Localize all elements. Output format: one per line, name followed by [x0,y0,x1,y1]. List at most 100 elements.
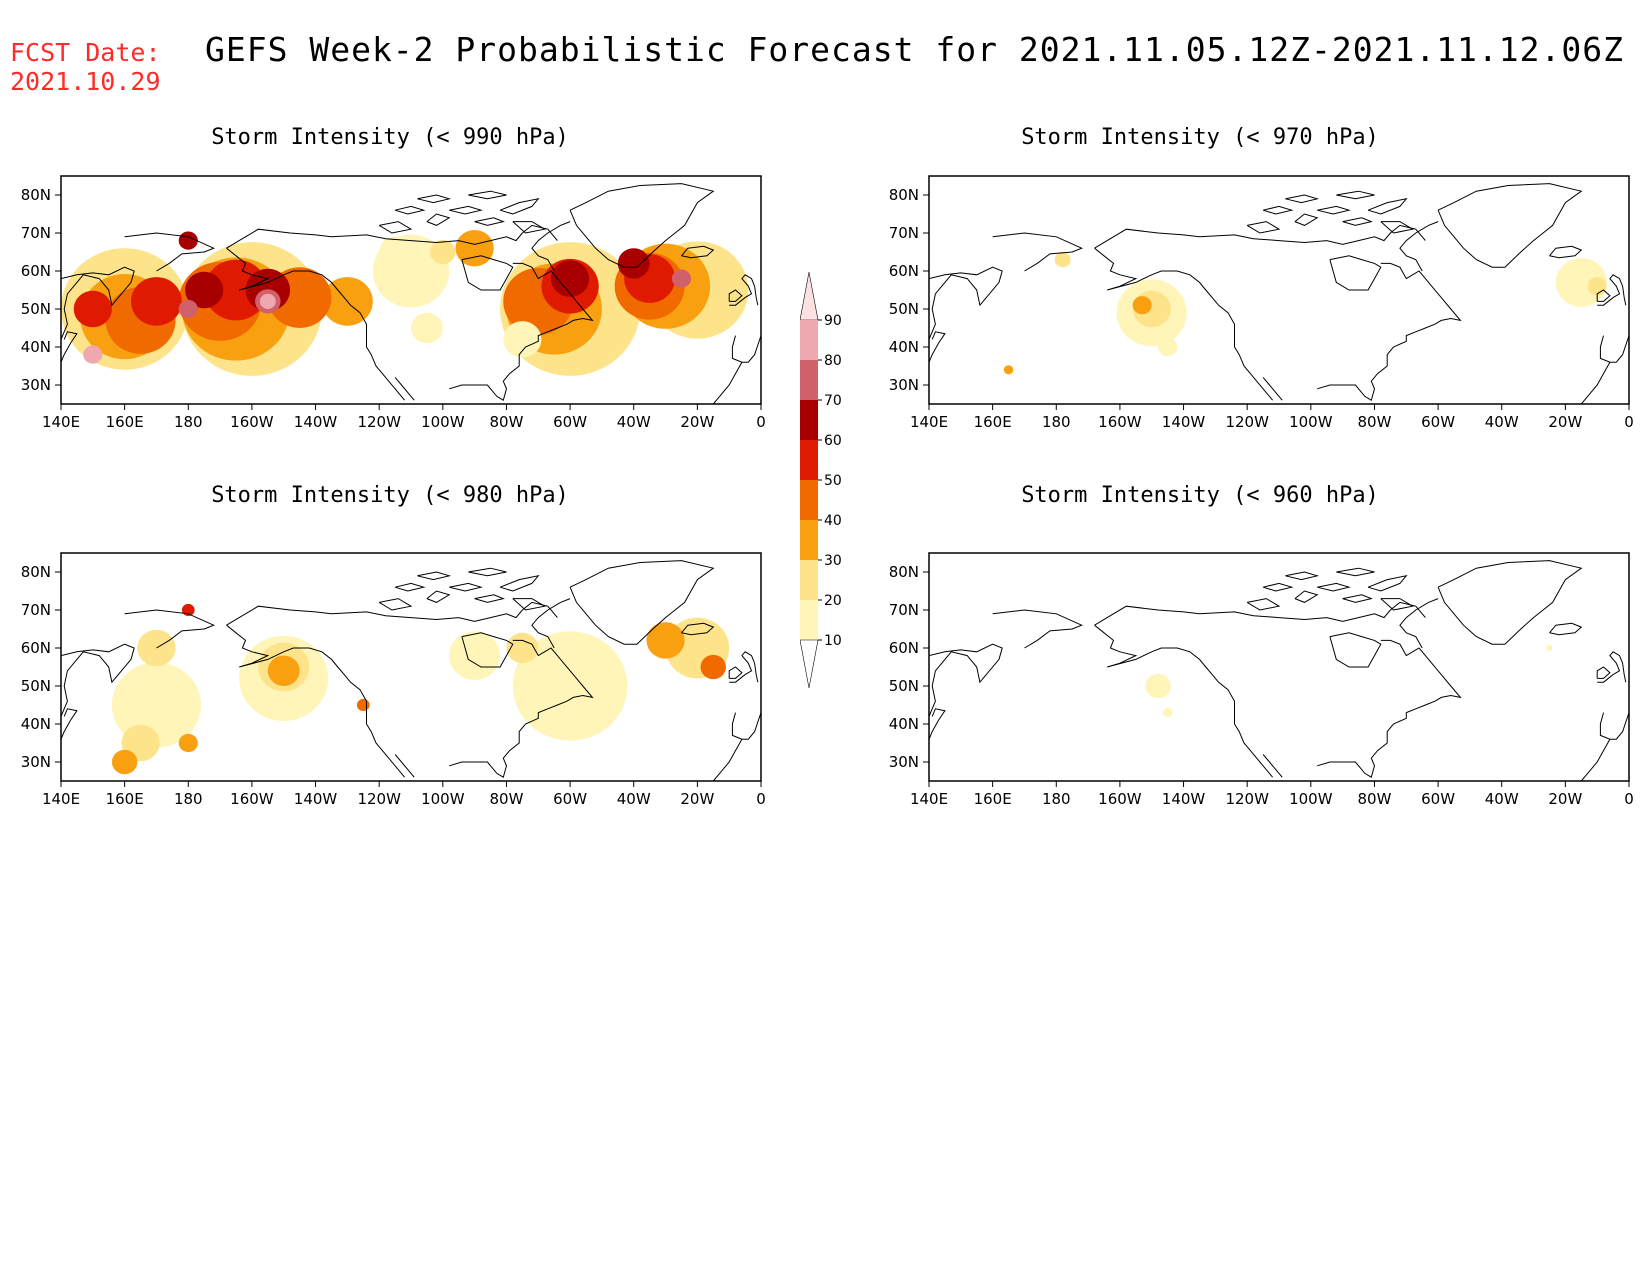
lon-tick-label: 0 [1624,413,1634,431]
map-frame [60,175,762,405]
lat-tick-label: 40N [21,338,51,356]
panel-title-960: Storm Intensity (< 960 hPa) [1021,483,1379,508]
lon-tick-label: 40W [1485,413,1519,431]
probability-contour [1162,708,1173,718]
map-frame [60,552,762,782]
coastline-segment [474,594,505,603]
lat-tick-label: 80N [21,186,51,204]
panel-title-990: Storm Intensity (< 990 hPa) [211,125,569,150]
coastline-segment [1262,582,1294,592]
lat-tick-label: 50N [889,300,919,318]
coastline-segment [378,598,413,611]
coastline-segment [461,632,514,668]
coastline-segment [1094,247,1273,401]
lon-tick-label: 180 [1042,413,1071,431]
coastline-segment [394,205,426,215]
coastline-segment [531,221,571,272]
coastline-segment [512,598,546,611]
lon-tick-label: 100W [421,790,465,808]
probability-contour [1003,365,1014,375]
lon-tick-label: 60W [1421,790,1455,808]
coastline-segment [468,190,507,200]
lon-tick-label: 160W [230,413,274,431]
coastline-segment [929,331,946,363]
probability-contour [512,631,628,741]
colorbar-svg: 90 80 70 60 50 40 30 20 10 [799,271,842,689]
colorbar-label: 70 [824,393,842,409]
coastline-segment [61,643,135,717]
lat-tick-label: 80N [889,186,919,204]
lat-tick-label: 70N [21,224,51,242]
lat-tick-label: 30N [889,753,919,771]
map-panel-980: 80N 70N 60N 50N 40N 30N 140E 160E 180 160W 140W 120… [21,552,766,810]
probability-contour [73,290,112,328]
lon-tick-label: 40W [617,790,651,808]
colorbar-swatch [800,320,818,360]
coastlines [61,183,761,404]
coastline-segment [226,247,405,401]
map-panel-990: 80N 70N 60N 50N 40N 30N 140E 160E 180 160W 140W 120… [21,175,766,433]
coastline-segment [1317,582,1351,592]
colorbar-swatch [800,400,818,440]
colorbar-label: 60 [824,433,842,449]
coastline-segment [1437,560,1583,645]
coastline-segment [394,582,426,592]
coastline-segment [729,274,759,306]
lon-tick-label: 20W [680,790,714,808]
probability-contour [411,312,443,344]
lat-tick-label: 40N [889,715,919,733]
probability-contour [671,269,691,288]
probability-contour [356,698,370,712]
coastline-segment [1285,571,1320,581]
coastline-segment [728,289,743,302]
coastline-segment [226,224,558,249]
coastline-segment [468,567,507,577]
map-frame [928,552,1630,782]
coastline-segment [1329,632,1382,668]
map-svg: 80N 70N 60N 50N 40N 30N 140E 160E 180 160W 140W 120… [889,175,1634,431]
coastline-segment [1367,575,1408,592]
lat-tick-label: 40N [889,338,919,356]
coastline-segment [449,262,594,401]
coastline-segment [929,708,946,740]
lat-tick-label: 30N [21,753,51,771]
lat-tick-label: 70N [21,601,51,619]
map-svg: 80N 70N 60N 50N 40N 30N 140E 160E 180 160W 140W 120… [21,175,766,431]
probability-contour [700,654,726,680]
lat-tick-label: 60N [21,262,51,280]
coastline-segment [712,738,743,781]
coastline-segment [1399,221,1439,272]
colorbar-swatch [800,560,818,600]
coastline-segment [1597,274,1627,306]
coastline-segment [474,217,505,226]
lon-tick-label: 60W [553,413,587,431]
lon-tick-label: 0 [1624,790,1634,808]
lon-tick-label: 40W [1485,790,1519,808]
panel-title-980: Storm Intensity (< 980 hPa) [211,483,569,508]
probability-contour [137,629,176,667]
map-panel-970: 80N 70N 60N 50N 40N 30N 140E 160E 180 160W 140W 120… [889,175,1634,433]
colorbar-swatch [800,600,818,640]
coastline-segment [449,582,483,592]
coastline-segment [569,560,715,645]
coastline-segment [226,601,558,626]
lon-tick-label: 0 [756,413,766,431]
lon-tick-label: 140E [910,413,948,431]
map-panel-960: 80N 70N 60N 50N 40N 30N 140E 160E 180 160W 140W 120… [889,552,1634,810]
probability-contour [503,321,542,358]
lon-tick-label: 140W [294,413,338,431]
coastline-segment [449,639,594,778]
lon-tick-label: 100W [421,413,465,431]
probability-contour [178,231,198,250]
probability-contour [646,622,685,659]
coastline-segment [1094,224,1426,249]
coastline-segment [1380,221,1414,234]
coastline-segment [1262,377,1283,401]
colorbar-label: 80 [824,353,842,369]
lon-tick-label: 160E [106,413,144,431]
coastline-segment [512,221,546,234]
coastline-segment [1246,598,1281,611]
colorbar-label: 30 [824,553,842,569]
coastline-segment [1342,594,1373,603]
colorbar-label: 20 [824,593,842,609]
